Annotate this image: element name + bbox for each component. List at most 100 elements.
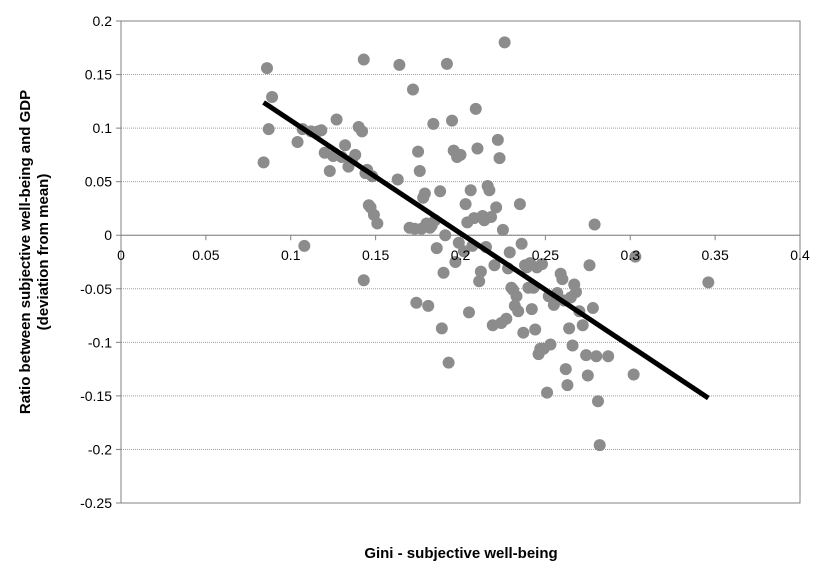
data-point (442, 356, 455, 369)
data-point (517, 326, 530, 339)
data-point (629, 250, 642, 263)
data-point (602, 350, 615, 363)
y-tick-label: 0.05 (85, 174, 112, 190)
data-point (547, 298, 560, 311)
data-point (512, 305, 525, 318)
x-tick-label: 0.35 (702, 247, 729, 263)
data-point (339, 139, 352, 152)
data-points (257, 36, 715, 452)
data-point (563, 322, 576, 335)
data-point (393, 58, 406, 71)
data-point (483, 184, 496, 197)
data-point (371, 217, 384, 230)
data-point (580, 349, 593, 362)
y-tick-label: -0.25 (80, 495, 112, 511)
data-point (525, 303, 538, 316)
y-tick-label: -0.05 (80, 281, 112, 297)
data-point (434, 185, 447, 198)
data-point (330, 113, 343, 126)
data-point (291, 136, 304, 149)
data-point (513, 198, 526, 211)
y-tick-label: 0.2 (93, 13, 113, 29)
data-point (257, 156, 270, 169)
data-point (464, 184, 477, 197)
data-point (569, 285, 582, 298)
x-tick-label: 0 (117, 247, 125, 263)
data-point (262, 123, 275, 136)
data-point (410, 296, 423, 309)
data-point (406, 83, 419, 96)
data-point (541, 386, 554, 399)
data-point (439, 229, 452, 242)
data-point (474, 265, 487, 278)
data-point (323, 164, 336, 177)
data-point (473, 275, 486, 288)
data-point (469, 102, 482, 115)
data-point (566, 339, 579, 352)
data-point (586, 302, 599, 315)
data-point (449, 256, 462, 268)
data-point (454, 148, 467, 161)
y-tick-label: -0.1 (88, 334, 112, 350)
data-point (357, 274, 370, 287)
x-tick-label: 0.4 (790, 247, 810, 263)
data-point (588, 218, 601, 231)
data-point (491, 133, 504, 146)
data-point (315, 124, 328, 137)
data-point (559, 363, 572, 376)
data-point (556, 273, 569, 286)
data-point (435, 322, 448, 335)
data-point (590, 350, 603, 363)
data-point (503, 246, 516, 259)
tick-labels: 0.2 0.15 0.1 0.05 0 -0.05 -0.1 -0.15 -0.2 -0.25 0 0… (80, 13, 810, 511)
y-axis-title-line2: (deviation from mean) (35, 174, 52, 331)
x-tick-label: 0.05 (192, 247, 219, 263)
x-tick-label: 0.1 (281, 247, 301, 263)
data-point (627, 368, 640, 381)
data-point (581, 369, 594, 382)
data-point (412, 145, 425, 158)
data-point (493, 152, 506, 165)
data-point (391, 173, 404, 186)
data-point (437, 266, 450, 279)
x-axis-title: Gini - subjective well-being (364, 545, 557, 562)
y-tick-label: 0 (104, 227, 112, 243)
y-tick-label: -0.2 (88, 441, 112, 457)
data-point (544, 338, 557, 351)
x-tick-label: 0.25 (532, 247, 559, 263)
y-tick-label: 0.15 (85, 67, 112, 83)
data-point (593, 439, 606, 452)
data-point (498, 36, 511, 49)
data-point (349, 148, 362, 161)
data-point (446, 114, 459, 127)
data-point (430, 242, 443, 255)
data-point (422, 299, 435, 312)
data-point (471, 142, 484, 155)
data-point (500, 312, 513, 325)
data-point (462, 306, 475, 319)
data-point (418, 187, 431, 200)
data-point (496, 223, 509, 236)
data-point (535, 258, 548, 271)
data-point (427, 117, 440, 130)
data-point (488, 259, 501, 272)
data-point (515, 237, 528, 250)
data-point (529, 323, 542, 336)
data-point (298, 239, 311, 252)
data-point (413, 164, 426, 177)
data-point (576, 319, 589, 332)
data-point (561, 379, 574, 392)
y-tick-label: -0.15 (80, 388, 112, 404)
data-point (583, 259, 596, 272)
x-tick-label: 0.3 (621, 247, 641, 263)
y-tick-label: 0.1 (93, 120, 113, 136)
data-point (260, 62, 273, 75)
data-point (459, 198, 472, 211)
x-tick-label: 0.2 (451, 247, 471, 263)
trend-line (262, 100, 710, 401)
plot-area (120, 20, 801, 504)
x-tick-label: 0.15 (362, 247, 389, 263)
data-point (591, 395, 604, 408)
y-axis-title-line1: Ratio between subjective well-being and … (17, 90, 34, 414)
